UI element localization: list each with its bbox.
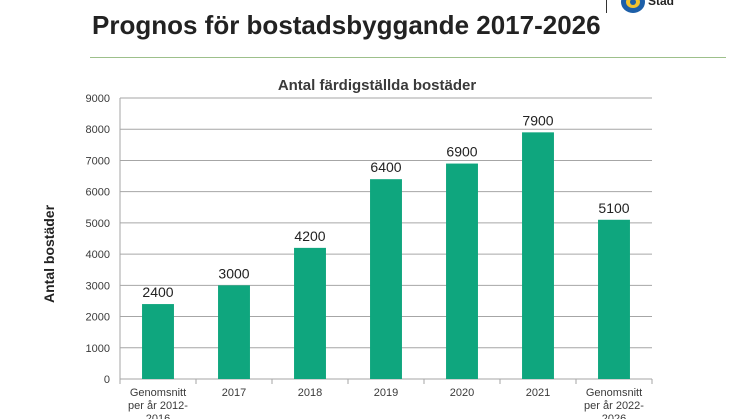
data-label: 7900 [522,112,553,128]
data-label: 4200 [294,228,325,244]
y-tick-label: 2000 [86,312,110,324]
bar [142,304,174,379]
x-tick-label: Genomsnitt per år 2012-2016 [128,387,188,419]
x-tick-label: 2020 [450,387,474,399]
title-divider [90,57,726,58]
y-tick-label: 3000 [86,280,110,292]
page-title: Prognos för bostadsbyggande 2017-2026 [92,10,601,40]
y-tick-label: 4000 [86,249,110,261]
y-tick-label: 6000 [86,187,110,199]
city-logo: Stad [606,0,746,14]
y-tick-label: 9000 [86,93,110,105]
x-tick-label: 2017 [222,387,246,399]
y-tick-label: 5000 [86,218,110,230]
y-axis-label: Antal bostäder [41,204,57,303]
data-label: 2400 [142,284,173,300]
y-tick-label: 1000 [86,343,110,355]
x-tick-label: 2021 [526,387,550,399]
data-label: 6400 [370,159,401,175]
data-label: 6900 [446,144,477,160]
logo-divider [606,0,607,13]
y-tick-label: 7000 [86,155,110,167]
bar [218,285,250,379]
chart-title: Antal färdigställda bostäder [278,77,477,94]
y-tick-label: 8000 [86,124,110,136]
y-tick-label: 0 [104,374,110,386]
bar [446,163,478,379]
data-label: 3000 [218,265,249,281]
bar [598,219,630,379]
logo-text: Stad [648,0,675,8]
data-label: 5100 [598,200,629,216]
city-crest-icon [621,0,645,13]
x-tick-label: Genomsnitt per år 2022-2026 [584,387,644,419]
x-tick-label: 2019 [374,387,398,399]
x-tick-label: 2018 [298,387,322,399]
bar [522,132,554,379]
bar [294,247,326,379]
bar [370,179,402,379]
